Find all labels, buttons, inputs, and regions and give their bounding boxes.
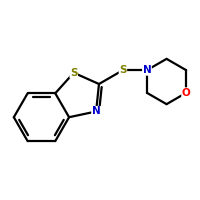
Text: S: S — [119, 65, 127, 75]
Text: N: N — [143, 65, 151, 75]
Text: N: N — [92, 106, 100, 116]
Text: O: O — [182, 88, 191, 98]
Text: S: S — [70, 68, 77, 78]
